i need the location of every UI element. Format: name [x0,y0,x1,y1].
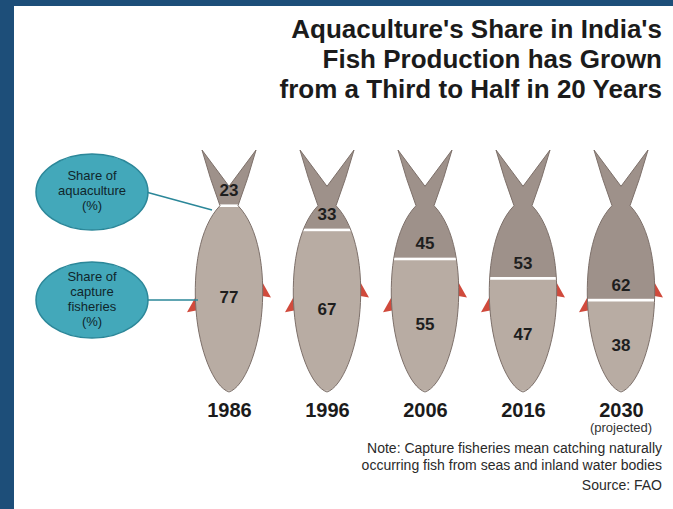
fish-segment-group [287,230,367,392]
fish-outline [293,150,360,392]
data-label: 55 [416,315,435,334]
x-tick-label: 2006 [403,399,448,421]
fish-outline [391,150,458,392]
data-label: 47 [514,325,533,344]
bar-segment [385,259,465,392]
bar-segment [287,230,367,392]
fish-outline [587,150,654,392]
fish-segment-group [189,206,269,392]
data-label: 33 [318,205,337,224]
data-label: 67 [318,300,337,319]
chart-svg: Aquaculture's Share in India'sFish Produ… [0,0,673,509]
bar-segment [581,150,661,300]
x-tick: 1986 [207,396,252,421]
fish-segment-group [287,150,367,230]
x-tick: 1996 [305,396,350,421]
x-axis-line [230,396,622,397]
background [0,0,673,509]
fish-outlines [195,150,654,392]
title-line: Aquaculture's Share in India's [291,14,662,44]
title-line: from a Third to Half in 20 Years [280,74,662,104]
legend-label: Share ofaquaculture(%) [58,168,126,213]
frame-strip-top [0,0,673,6]
annotation-projected: (projected) [590,420,652,435]
legend-label-line: fisheries [68,299,117,314]
legend-label-line: (%) [82,198,102,213]
chart-title: Aquaculture's Share in India'sFish Produ… [280,14,662,104]
plot-area [189,150,661,392]
legend-label-line: aquaculture [58,183,126,198]
chart-root: Aquaculture's Share in India'sFish Produ… [0,0,673,509]
fish-segment-group [385,259,465,392]
data-label: 77 [220,288,239,307]
title-line: Fish Production has Grown [323,44,662,74]
x-tick-label: 1986 [207,399,252,421]
annotation-source: Source: FAO [582,477,662,493]
data-label: 53 [514,254,533,273]
fish-segment-group [483,150,563,278]
legend-label-line: capture [70,284,113,299]
bar-segment [483,150,563,278]
legend-leader [146,192,212,210]
annotation-note-line: occurring fish from seas and inland wate… [362,457,662,473]
legend-label-line: Share of [67,269,117,284]
fish-outline [489,150,556,392]
fish-segment-group [483,278,563,392]
annotation-note-line: Note: Capture fisheries mean catching na… [367,440,662,456]
legend-bubble [36,154,148,230]
data-label: 38 [612,336,631,355]
data-labels: 77 67 55 47 38 23 33 45 53 62 [220,181,631,354]
x-tick-label: 2016 [501,399,546,421]
x-tick-label: 1996 [305,399,350,421]
legend: Share ofaquaculture(%)Share ofcapturefis… [36,154,212,338]
bar-segment [189,150,269,206]
legend-label-line: Share of [67,168,117,183]
data-label: 45 [416,234,435,253]
fish-segment-group [581,300,661,392]
bar-segment [581,300,661,392]
legend-label: Share ofcapturefisheries(%) [67,269,117,329]
fish-segment-group [581,150,661,300]
bar-segment [483,278,563,392]
frame-strip-left [0,0,14,509]
annotations: (projected) Note: Capture fisheries mean … [362,420,662,493]
fish-outline [195,150,262,392]
x-tick: 2006 [403,396,448,421]
x-tick: 2016 [501,396,546,421]
fish-segment-group [189,150,269,206]
legend-label-line: (%) [82,314,102,329]
x-tick: 2030 [599,396,644,421]
legend-leader [146,299,198,301]
bar-segment [287,150,367,230]
legend-bubble [36,262,148,338]
data-label: 62 [612,276,631,295]
x-axis: 1986 1996 2006 2016 2030 [207,396,644,421]
data-label: 23 [220,181,239,200]
annotation-note: Note: Capture fisheries mean catching na… [362,440,662,473]
bar-segment [189,206,269,392]
x-tick-label: 2030 [599,399,644,421]
